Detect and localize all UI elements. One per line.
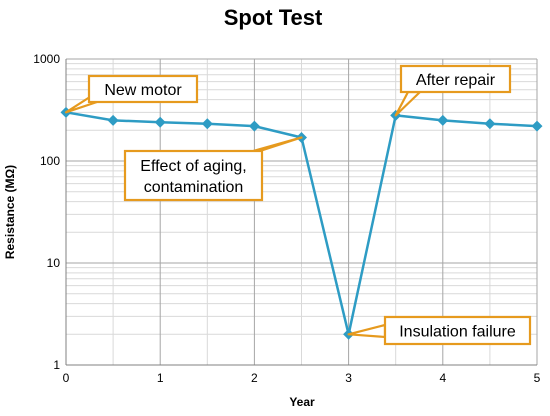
y-tick-label: 1000 — [33, 52, 60, 66]
y-tick-label: 10 — [47, 256, 61, 270]
x-tick-label: 2 — [251, 371, 258, 385]
callout-text: Insulation failure — [399, 324, 516, 341]
x-axis-title: Year — [289, 395, 315, 409]
data-point-marker — [154, 116, 166, 128]
callout-pointer-seam — [246, 151, 260, 153]
callout-text: After repair — [416, 72, 496, 89]
x-tick-label: 3 — [345, 371, 352, 385]
chart-title: Spot Test — [224, 5, 323, 30]
callout-box — [383, 315, 532, 346]
x-tick-label: 0 — [63, 371, 70, 385]
y-tick-label: 1 — [53, 358, 60, 372]
callout-aging: Effect of aging, contamination — [123, 136, 303, 202]
callout-new-motor: New motor — [64, 74, 199, 114]
callout-after-repair: After repair — [394, 64, 512, 117]
data-point-marker — [248, 120, 260, 132]
callout-pointer — [347, 323, 387, 339]
data-point-marker — [484, 118, 496, 130]
annotations: New motor Effect of aging, contamination In… — [64, 64, 532, 346]
callout-box — [123, 149, 264, 202]
y-axis-title: Resistance (MΩ) — [3, 165, 17, 259]
x-tick-label: 5 — [534, 371, 541, 385]
x-tick-label: 1 — [157, 371, 164, 385]
data-point-marker — [437, 114, 449, 126]
callout-text-line1: Effect of aging, — [140, 158, 246, 175]
callout-insulation-failure: Insulation failure — [347, 315, 532, 346]
callout-box — [87, 74, 199, 104]
callout-text: New motor — [104, 82, 182, 99]
y-tick-label: 100 — [40, 154, 60, 168]
data-point-marker — [201, 118, 213, 130]
callout-pointer-seam — [93, 95, 97, 102]
callout-box — [399, 64, 512, 94]
data-point-marker — [107, 114, 119, 126]
callout-text-line2: contamination — [144, 179, 244, 196]
data-point-marker — [531, 120, 543, 132]
x-tick-label: 4 — [439, 371, 446, 385]
